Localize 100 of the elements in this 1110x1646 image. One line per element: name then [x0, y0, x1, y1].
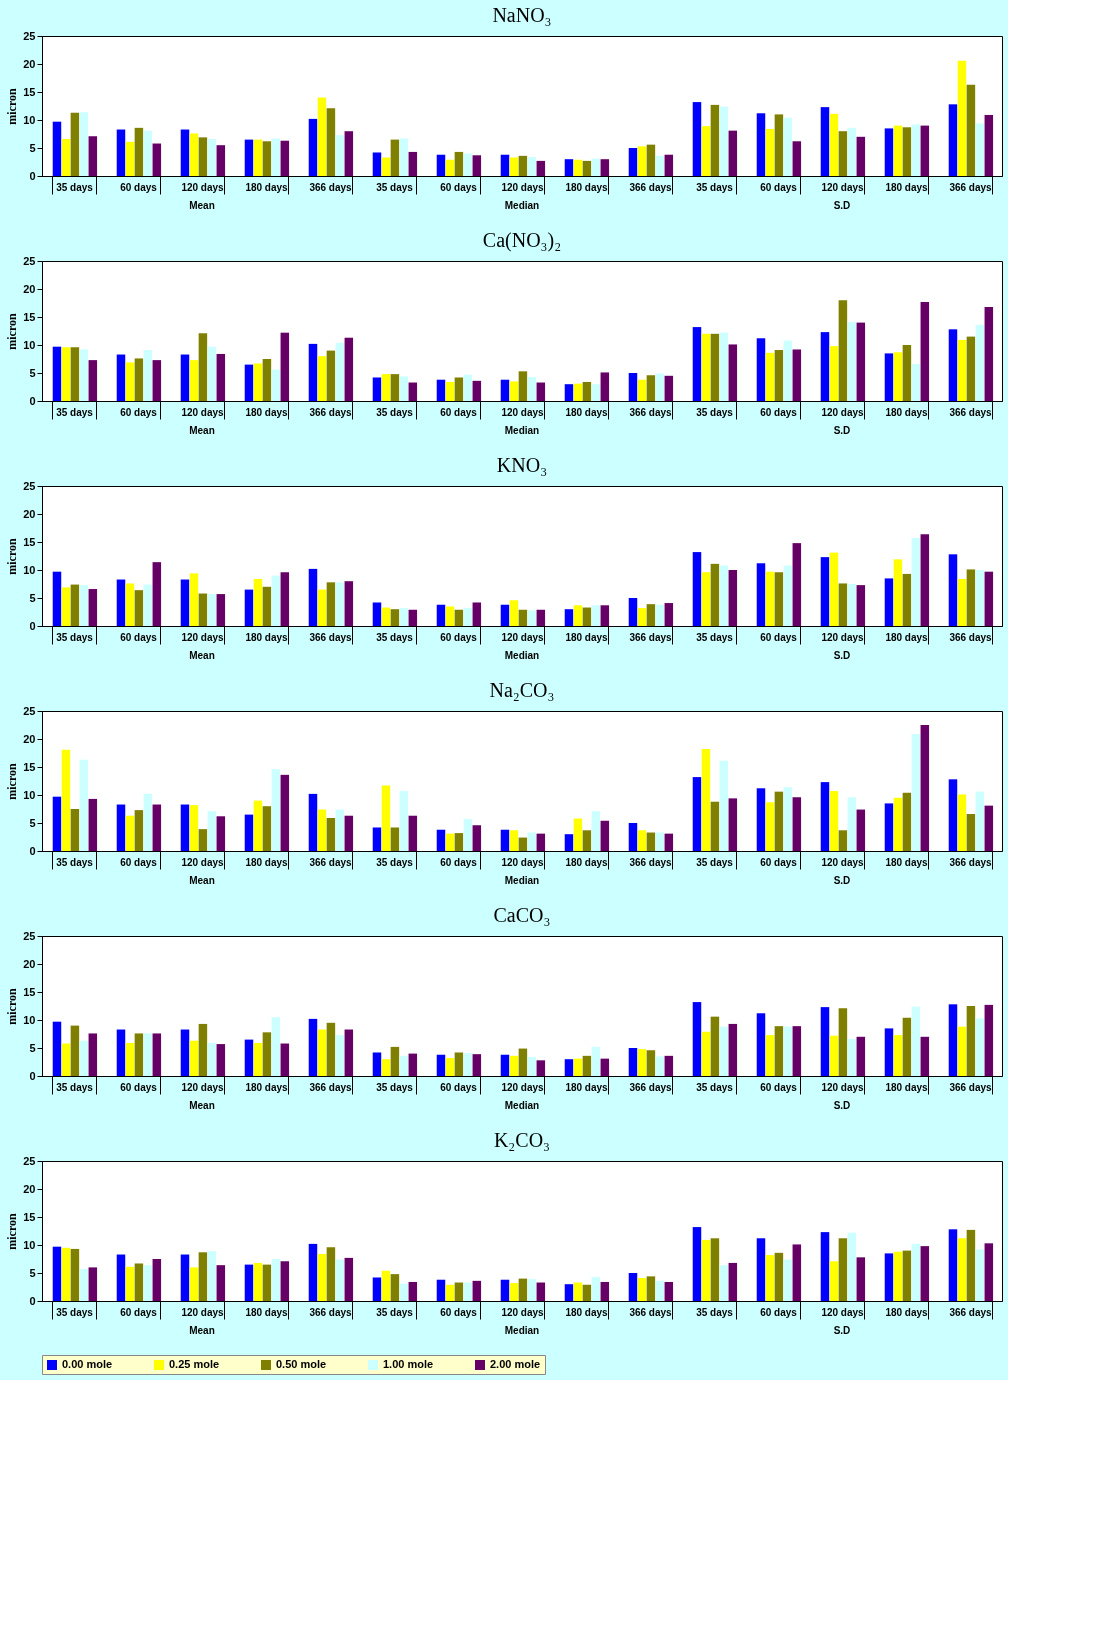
bar [774, 114, 784, 176]
bar [719, 332, 729, 401]
text: Mean [189, 200, 215, 211]
y-tick-label: 5 [29, 1266, 36, 1279]
bar [582, 607, 592, 626]
x-tick-label: 35 days [56, 1081, 94, 1093]
bar [326, 1247, 336, 1301]
x-tick-label: 60 days [440, 1306, 478, 1318]
bar [783, 340, 793, 401]
bar [253, 1262, 263, 1301]
bar [61, 139, 71, 176]
bar [134, 127, 144, 176]
bar [902, 1250, 912, 1301]
bar [600, 820, 610, 851]
bar [920, 1036, 930, 1076]
bar [244, 1039, 254, 1076]
x-tick-label: 60 days [120, 856, 158, 868]
bar [692, 327, 702, 401]
bar [152, 360, 162, 401]
bar [116, 804, 126, 851]
bar [719, 106, 729, 176]
bar [198, 829, 208, 851]
bar [582, 160, 592, 176]
bar [591, 605, 601, 626]
bar [573, 1058, 583, 1076]
x-tick-label: 35 days [696, 1081, 734, 1093]
bar [820, 782, 830, 851]
bar [920, 1246, 930, 1301]
x-tick-label: 180 days [885, 1081, 929, 1093]
x-tick-label: 35 days [696, 181, 734, 193]
bar [957, 1026, 967, 1076]
bar [902, 573, 912, 626]
bar [88, 1267, 98, 1301]
bar [271, 369, 281, 401]
bar [344, 131, 354, 176]
bar [472, 602, 482, 626]
y-tick-label: 0 [29, 619, 36, 632]
y-tick-label: 10 [23, 113, 36, 126]
bar [198, 593, 208, 626]
bar [390, 827, 400, 851]
bar [902, 1017, 912, 1076]
bar [308, 118, 318, 176]
bar [125, 583, 135, 626]
bar [655, 604, 665, 626]
bar [463, 1282, 473, 1301]
bar [765, 1035, 775, 1076]
bar [966, 84, 976, 176]
bar [335, 582, 345, 626]
bar [536, 609, 546, 626]
bar [637, 608, 647, 626]
bar [70, 809, 80, 851]
x-tick-label: 35 days [696, 631, 734, 643]
bar [920, 125, 930, 176]
bar [125, 362, 135, 401]
bar [88, 360, 98, 401]
bar [317, 809, 327, 851]
bar [847, 322, 857, 401]
bar [646, 832, 656, 851]
bar [518, 155, 528, 176]
y-tick-label: 25 [23, 1154, 36, 1167]
x-tick-label: 180 days [565, 181, 609, 193]
bar [966, 814, 976, 851]
bar [116, 129, 126, 176]
x-tick-label: 120 days [501, 1081, 545, 1093]
x-tick-label: 180 days [565, 1081, 609, 1093]
bar [180, 354, 190, 401]
bar [253, 139, 263, 176]
bar [536, 833, 546, 851]
bar [216, 1044, 226, 1076]
bar [984, 306, 994, 401]
bar [189, 133, 199, 176]
bar [582, 1284, 592, 1301]
bar [143, 350, 153, 401]
bar [280, 332, 290, 401]
bar [911, 538, 921, 626]
bar [527, 376, 537, 401]
x-tick-label: 60 days [120, 406, 158, 418]
bar [509, 157, 519, 176]
y-tick-label: 20 [23, 1182, 36, 1195]
bar [527, 610, 537, 626]
bar [143, 584, 153, 626]
bar [646, 1276, 656, 1301]
bar [893, 797, 903, 851]
bar [408, 1281, 418, 1301]
bar [335, 135, 345, 176]
y-tick-label: 20 [23, 957, 36, 970]
bar [948, 1229, 958, 1301]
y-tick-label: 10 [23, 563, 36, 576]
bar [591, 1046, 601, 1076]
bar [390, 374, 400, 401]
bar [445, 159, 455, 176]
bar [719, 1265, 729, 1301]
bar [710, 104, 720, 176]
bar [326, 108, 336, 176]
bar [143, 1265, 153, 1301]
text: S.D [833, 200, 851, 211]
bar [719, 565, 729, 626]
bar [207, 139, 217, 176]
bar [180, 1254, 190, 1301]
x-tick-label: 180 days [245, 856, 289, 868]
